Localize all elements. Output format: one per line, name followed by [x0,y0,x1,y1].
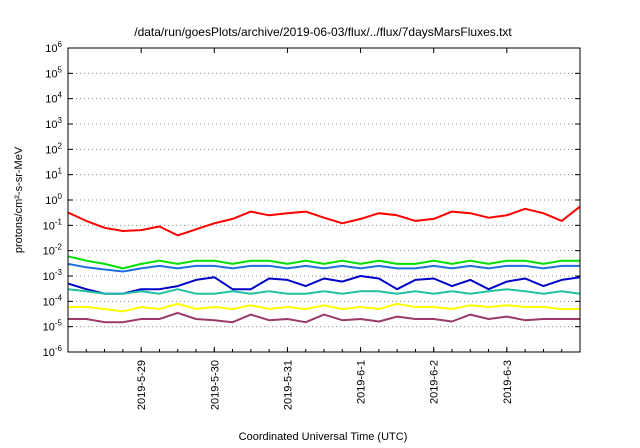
y-tick-label: 104 [45,91,62,106]
x-tick-label: 2019-6-3 [502,360,514,404]
y-tick-label: 10-6 [43,344,63,359]
x-tick-label: 2019-5-30 [209,360,221,410]
x-tick-label: 2019-6-1 [356,360,368,404]
series-line-6 [68,302,580,313]
y-tick-label: 100 [45,192,62,207]
y-tick-label: 102 [45,141,62,156]
y-tick-label: 103 [45,116,62,131]
series-line-3 [67,262,580,273]
series-line-1 [67,205,581,237]
y-tick-label: 10-5 [43,319,63,334]
x-tick-label: 2019-6-2 [429,360,441,404]
chart-title: /data/run/goesPlots/archive/2019-06-03/f… [134,25,512,39]
y-tick-label: 106 [45,40,62,55]
series-line-2 [67,255,580,270]
x-tick-label: 2019-5-29 [136,360,148,410]
series-line-7 [68,311,580,324]
series-line-5 [67,288,581,295]
x-axis: 2019-5-29 2019-5-30 2019-5-31 2019-6-1 2019-… [67,48,581,410]
x-tick-label: 2019-5-31 [282,360,294,410]
series-layer [67,205,581,324]
series-line-4 [67,275,581,295]
y-tick-label: 105 [45,65,62,80]
y-tick-label: 10-4 [43,293,63,308]
y-tick-label: 10-3 [43,268,63,283]
y-tick-label: 10-1 [43,217,63,232]
y-axis: 10-6 10-5 10-4 10-3 10-2 10-1 100 101 102 103 104 1… [43,40,580,359]
x-axis-label: Coordinated Universal Time (UTC) [239,431,408,443]
y-tick-label: 101 [45,167,62,182]
y-tick-label: 10-2 [43,243,63,258]
y-axis-label: protons/cm²-s-sr-MeV [13,146,25,253]
grid [68,72,580,328]
